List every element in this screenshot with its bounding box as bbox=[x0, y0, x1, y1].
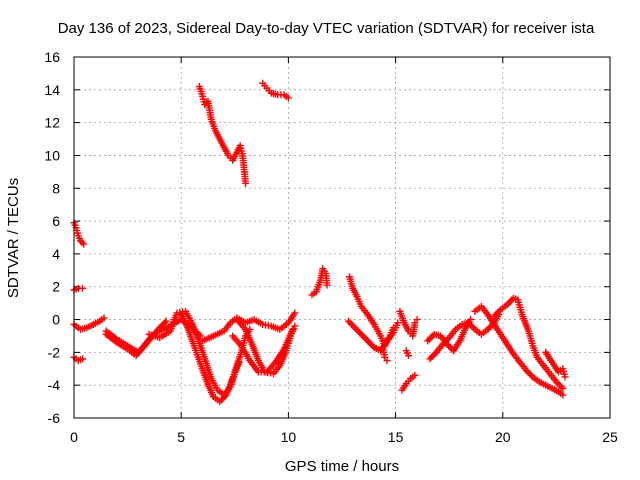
data-point bbox=[428, 353, 436, 361]
data-point bbox=[485, 324, 493, 332]
series-arc-p bbox=[344, 317, 402, 355]
data-point bbox=[554, 380, 562, 388]
y-tick-label: 0 bbox=[52, 312, 60, 328]
x-tick-label: 0 bbox=[70, 429, 78, 445]
data-point bbox=[291, 309, 299, 317]
grid-lines bbox=[74, 57, 610, 418]
y-axis-label: SDTVAR / TECUs bbox=[5, 178, 22, 298]
data-points bbox=[70, 79, 569, 406]
y-tick-label: -4 bbox=[48, 377, 61, 393]
data-point bbox=[469, 324, 477, 332]
data-point bbox=[424, 337, 432, 345]
data-point bbox=[411, 371, 419, 379]
data-point bbox=[346, 319, 354, 327]
data-point bbox=[429, 352, 437, 360]
data-point bbox=[351, 324, 359, 332]
data-point bbox=[359, 332, 367, 340]
data-point bbox=[493, 309, 501, 317]
series-arc-b bbox=[70, 284, 87, 294]
data-point bbox=[80, 240, 88, 248]
y-tick-label: 8 bbox=[52, 180, 60, 196]
chart-title: Day 136 of 2023, Sidereal Day-to-day VTE… bbox=[58, 20, 595, 37]
series-arc-t bbox=[402, 347, 412, 360]
series-arc-q bbox=[379, 343, 391, 365]
data-point bbox=[362, 335, 370, 343]
x-tick-label: 5 bbox=[177, 429, 185, 445]
data-point bbox=[426, 355, 434, 363]
data-point bbox=[524, 368, 532, 376]
plot-frame bbox=[73, 56, 611, 419]
data-point bbox=[559, 391, 567, 399]
y-tick-label: 16 bbox=[44, 49, 60, 65]
data-point bbox=[349, 322, 357, 330]
y-tick-label: -6 bbox=[48, 410, 61, 426]
data-point bbox=[162, 317, 170, 325]
x-tick-label: 10 bbox=[281, 429, 297, 445]
series-arc-x bbox=[490, 294, 567, 392]
data-point bbox=[364, 337, 372, 345]
series-arc-r bbox=[396, 307, 421, 340]
series-arc-s bbox=[398, 371, 419, 394]
x-tick-label: 25 bbox=[602, 429, 618, 445]
y-tick-label: -2 bbox=[48, 344, 61, 360]
series-arc-m bbox=[259, 79, 292, 102]
data-point bbox=[323, 281, 331, 289]
data-point bbox=[505, 299, 513, 307]
data-point bbox=[356, 329, 364, 337]
series-arc-l bbox=[195, 83, 250, 187]
data-point bbox=[526, 370, 534, 378]
data-point bbox=[348, 320, 356, 328]
series-arc-n bbox=[308, 265, 331, 299]
data-point bbox=[394, 319, 402, 327]
data-point bbox=[431, 350, 439, 358]
data-point bbox=[425, 335, 433, 343]
data-point bbox=[344, 317, 352, 325]
y-tick-label: 12 bbox=[44, 115, 60, 131]
data-point bbox=[235, 358, 243, 366]
y-tick-label: 10 bbox=[44, 147, 60, 163]
data-point bbox=[367, 340, 375, 348]
x-tick-label: 15 bbox=[388, 429, 404, 445]
x-tick-label: 20 bbox=[495, 429, 511, 445]
data-point bbox=[79, 355, 87, 363]
y-tick-label: 6 bbox=[52, 213, 60, 229]
data-point bbox=[383, 357, 391, 365]
series-arc-y bbox=[542, 348, 569, 381]
series-arc-c bbox=[70, 353, 87, 365]
series-arc-k bbox=[229, 325, 297, 376]
data-point bbox=[527, 371, 535, 379]
data-point bbox=[284, 94, 292, 102]
series-arc-d bbox=[70, 314, 108, 333]
data-point bbox=[404, 352, 412, 360]
data-point bbox=[361, 334, 369, 342]
series-arc-a bbox=[70, 219, 88, 248]
data-point bbox=[352, 325, 360, 333]
data-point bbox=[561, 373, 569, 381]
series-arc-h bbox=[177, 311, 243, 406]
y-tick-label: 4 bbox=[52, 246, 60, 262]
series-arc-w bbox=[471, 302, 567, 399]
y-tick-label: 14 bbox=[44, 82, 60, 98]
data-point bbox=[79, 284, 87, 292]
data-point bbox=[365, 339, 373, 347]
data-point bbox=[242, 179, 250, 187]
axis-ticks bbox=[73, 56, 611, 419]
data-point bbox=[354, 327, 362, 335]
data-point bbox=[495, 307, 503, 315]
data-point bbox=[559, 384, 567, 392]
data-point bbox=[100, 314, 108, 322]
data-point bbox=[556, 381, 564, 389]
data-point bbox=[357, 330, 365, 338]
series-arc-u bbox=[424, 316, 475, 355]
series-arc-i bbox=[199, 309, 299, 345]
data-point bbox=[289, 325, 297, 333]
y-tick-label: 2 bbox=[52, 279, 60, 295]
x-axis-label: GPS time / hours bbox=[285, 458, 399, 475]
tick-labels: 0 5 10 15 20 25 -6 -4 -2 0 2 4 6 8 10 12 14 16 bbox=[44, 49, 618, 445]
data-point bbox=[413, 316, 421, 324]
series-arc-j bbox=[233, 316, 299, 378]
